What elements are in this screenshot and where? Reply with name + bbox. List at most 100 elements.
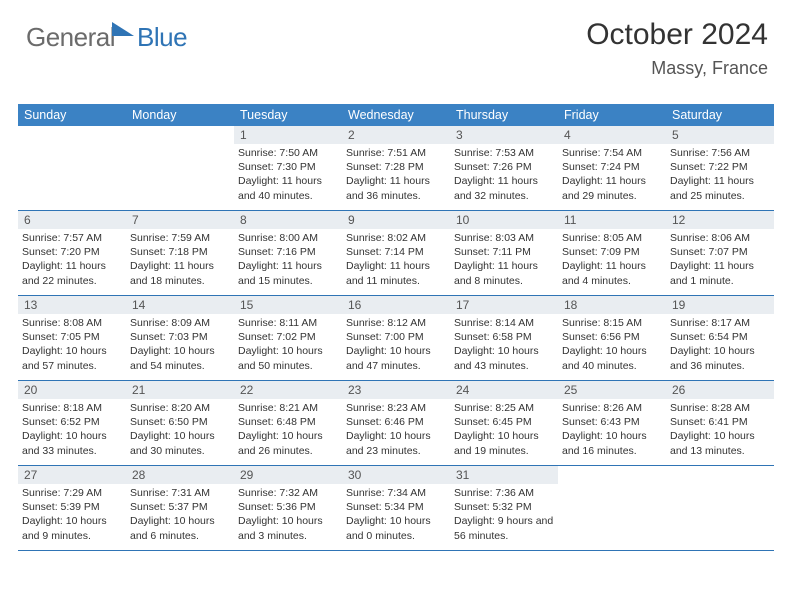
day-number: 20	[18, 381, 126, 399]
day-number: 5	[666, 126, 774, 144]
calendar-day-cell: 13Sunrise: 8:08 AMSunset: 7:05 PMDayligh…	[18, 296, 126, 380]
calendar-day-cell: 15 Sunrise: 8:11 AMSunset: 7:02 PMDayligh…	[234, 296, 342, 380]
calendar-day-cell: 2 Sunrise: 7:51 AMSunset: 7:28 PMDaylight…	[342, 126, 450, 210]
day-details: Sunrise: 7:29 AMSunset: 5:39 PMDaylight:…	[18, 486, 126, 543]
calendar-day-cell: 3 Sunrise: 7:53 AMSunset: 7:26 PMDaylight…	[450, 126, 558, 210]
day-details: Sunrise: 8:02 AMSunset: 7:14 PMDaylight:…	[342, 231, 450, 288]
day-number: 11	[558, 211, 666, 229]
day-header-cell: Friday	[558, 104, 666, 126]
day-number: 27	[18, 466, 126, 484]
day-number: 31	[450, 466, 558, 484]
day-number: 14	[126, 296, 234, 314]
calendar-day-cell: 27 Sunrise: 7:29 AMSunset: 5:39 PMDayligh…	[18, 466, 126, 550]
calendar-day-cell: 11Sunrise: 8:05 AMSunset: 7:09 PMDayligh…	[558, 211, 666, 295]
day-number: 18	[558, 296, 666, 314]
day-details: Sunrise: 8:06 AMSunset: 7:07 PMDaylight:…	[666, 231, 774, 288]
day-number: 1	[234, 126, 342, 144]
day-details: Sunrise: 7:54 AMSunset: 7:24 PMDaylight:…	[558, 146, 666, 203]
day-details: Sunrise: 8:21 AMSunset: 6:48 PMDaylight:…	[234, 401, 342, 458]
calendar-day-cell: 0	[666, 466, 774, 550]
day-number: 30	[342, 466, 450, 484]
day-number: 24	[450, 381, 558, 399]
brand-part2: Blue	[137, 22, 187, 53]
day-details: Sunrise: 7:36 AMSunset: 5:32 PMDaylight:…	[450, 486, 558, 543]
day-number: 8	[234, 211, 342, 229]
day-number: 28	[126, 466, 234, 484]
calendar-day-cell: 0	[558, 466, 666, 550]
day-number: 23	[342, 381, 450, 399]
calendar-day-cell: 21Sunrise: 8:20 AMSunset: 6:50 PMDayligh…	[126, 381, 234, 465]
calendar-day-cell: 0	[18, 126, 126, 210]
calendar-week-row: 6Sunrise: 7:57 AMSunset: 7:20 PMDaylight…	[18, 211, 774, 296]
month-title: October 2024	[586, 18, 768, 52]
day-details: Sunrise: 8:11 AMSunset: 7:02 PMDaylight:…	[234, 316, 342, 373]
day-number: 22	[234, 381, 342, 399]
day-number: 16	[342, 296, 450, 314]
calendar-day-cell: 29 Sunrise: 7:32 AMSunset: 5:36 PMDayligh…	[234, 466, 342, 550]
calendar-day-cell: 17 Sunrise: 8:14 AMSunset: 6:58 PMDayligh…	[450, 296, 558, 380]
day-details: Sunrise: 7:32 AMSunset: 5:36 PMDaylight:…	[234, 486, 342, 543]
day-number: 10	[450, 211, 558, 229]
calendar-day-cell: 8 Sunrise: 8:00 AMSunset: 7:16 PMDaylight…	[234, 211, 342, 295]
day-header-cell: Sunday	[18, 104, 126, 126]
day-number: 17	[450, 296, 558, 314]
calendar-day-cell: 6Sunrise: 7:57 AMSunset: 7:20 PMDaylight…	[18, 211, 126, 295]
day-details: Sunrise: 8:28 AMSunset: 6:41 PMDaylight:…	[666, 401, 774, 458]
calendar-day-cell: 25 Sunrise: 8:26 AMSunset: 6:43 PMDayligh…	[558, 381, 666, 465]
calendar-week-row: 20 Sunrise: 8:18 AMSunset: 6:52 PMDayligh…	[18, 381, 774, 466]
brand-logo: General Blue	[26, 22, 187, 53]
calendar-day-cell: 9 Sunrise: 8:02 AMSunset: 7:14 PMDaylight…	[342, 211, 450, 295]
calendar-day-cell: 7Sunrise: 7:59 AMSunset: 7:18 PMDaylight…	[126, 211, 234, 295]
day-details: Sunrise: 8:26 AMSunset: 6:43 PMDaylight:…	[558, 401, 666, 458]
calendar-day-cell: 16 Sunrise: 8:12 AMSunset: 7:00 PMDayligh…	[342, 296, 450, 380]
day-number: 25	[558, 381, 666, 399]
calendar-day-cell: 20 Sunrise: 8:18 AMSunset: 6:52 PMDayligh…	[18, 381, 126, 465]
day-details: Sunrise: 8:03 AMSunset: 7:11 PMDaylight:…	[450, 231, 558, 288]
day-details: Sunrise: 7:51 AMSunset: 7:28 PMDaylight:…	[342, 146, 450, 203]
calendar-day-cell: 28 Sunrise: 7:31 AMSunset: 5:37 PMDayligh…	[126, 466, 234, 550]
day-number: 12	[666, 211, 774, 229]
day-details: Sunrise: 8:08 AMSunset: 7:05 PMDaylight:…	[18, 316, 126, 373]
day-details: Sunrise: 8:17 AMSunset: 6:54 PMDaylight:…	[666, 316, 774, 373]
day-header-cell: Tuesday	[234, 104, 342, 126]
day-header-cell: Wednesday	[342, 104, 450, 126]
day-number: 15	[234, 296, 342, 314]
calendar: SundayMondayTuesdayWednesdayThursdayFrid…	[18, 104, 774, 551]
day-header-cell: Saturday	[666, 104, 774, 126]
day-details: Sunrise: 7:34 AMSunset: 5:34 PMDaylight:…	[342, 486, 450, 543]
day-number: 3	[450, 126, 558, 144]
day-details: Sunrise: 8:12 AMSunset: 7:00 PMDaylight:…	[342, 316, 450, 373]
day-header-cell: Monday	[126, 104, 234, 126]
calendar-day-cell: 0	[126, 126, 234, 210]
day-details: Sunrise: 7:31 AMSunset: 5:37 PMDaylight:…	[126, 486, 234, 543]
calendar-day-cell: 1Sunrise: 7:50 AMSunset: 7:30 PMDaylight…	[234, 126, 342, 210]
calendar-week-row: 27 Sunrise: 7:29 AMSunset: 5:39 PMDayligh…	[18, 466, 774, 551]
day-number: 4	[558, 126, 666, 144]
day-header-cell: Thursday	[450, 104, 558, 126]
brand-triangle-icon	[112, 22, 134, 36]
calendar-day-header: SundayMondayTuesdayWednesdayThursdayFrid…	[18, 104, 774, 126]
day-details: Sunrise: 8:15 AMSunset: 6:56 PMDaylight:…	[558, 316, 666, 373]
day-number: 2	[342, 126, 450, 144]
brand-part1: General	[26, 22, 115, 53]
day-details: Sunrise: 7:57 AMSunset: 7:20 PMDaylight:…	[18, 231, 126, 288]
day-details: Sunrise: 8:14 AMSunset: 6:58 PMDaylight:…	[450, 316, 558, 373]
day-number: 29	[234, 466, 342, 484]
day-details: Sunrise: 8:00 AMSunset: 7:16 PMDaylight:…	[234, 231, 342, 288]
day-number: 9	[342, 211, 450, 229]
calendar-week-row: 001Sunrise: 7:50 AMSunset: 7:30 PMDaylig…	[18, 126, 774, 211]
day-details: Sunrise: 7:56 AMSunset: 7:22 PMDaylight:…	[666, 146, 774, 203]
calendar-day-cell: 14Sunrise: 8:09 AMSunset: 7:03 PMDayligh…	[126, 296, 234, 380]
calendar-day-cell: 19Sunrise: 8:17 AMSunset: 6:54 PMDayligh…	[666, 296, 774, 380]
calendar-day-cell: 18 Sunrise: 8:15 AMSunset: 6:56 PMDayligh…	[558, 296, 666, 380]
calendar-day-cell: 31 Sunrise: 7:36 AMSunset: 5:32 PMDayligh…	[450, 466, 558, 550]
day-details: Sunrise: 7:59 AMSunset: 7:18 PMDaylight:…	[126, 231, 234, 288]
calendar-day-cell: 4 Sunrise: 7:54 AMSunset: 7:24 PMDaylight…	[558, 126, 666, 210]
header-right: October 2024 Massy, France	[586, 18, 768, 79]
calendar-day-cell: 30 Sunrise: 7:34 AMSunset: 5:34 PMDayligh…	[342, 466, 450, 550]
day-details: Sunrise: 8:18 AMSunset: 6:52 PMDaylight:…	[18, 401, 126, 458]
calendar-day-cell: 26Sunrise: 8:28 AMSunset: 6:41 PMDayligh…	[666, 381, 774, 465]
calendar-day-cell: 5 Sunrise: 7:56 AMSunset: 7:22 PMDaylight…	[666, 126, 774, 210]
location-label: Massy, France	[586, 58, 768, 79]
day-details: Sunrise: 7:53 AMSunset: 7:26 PMDaylight:…	[450, 146, 558, 203]
